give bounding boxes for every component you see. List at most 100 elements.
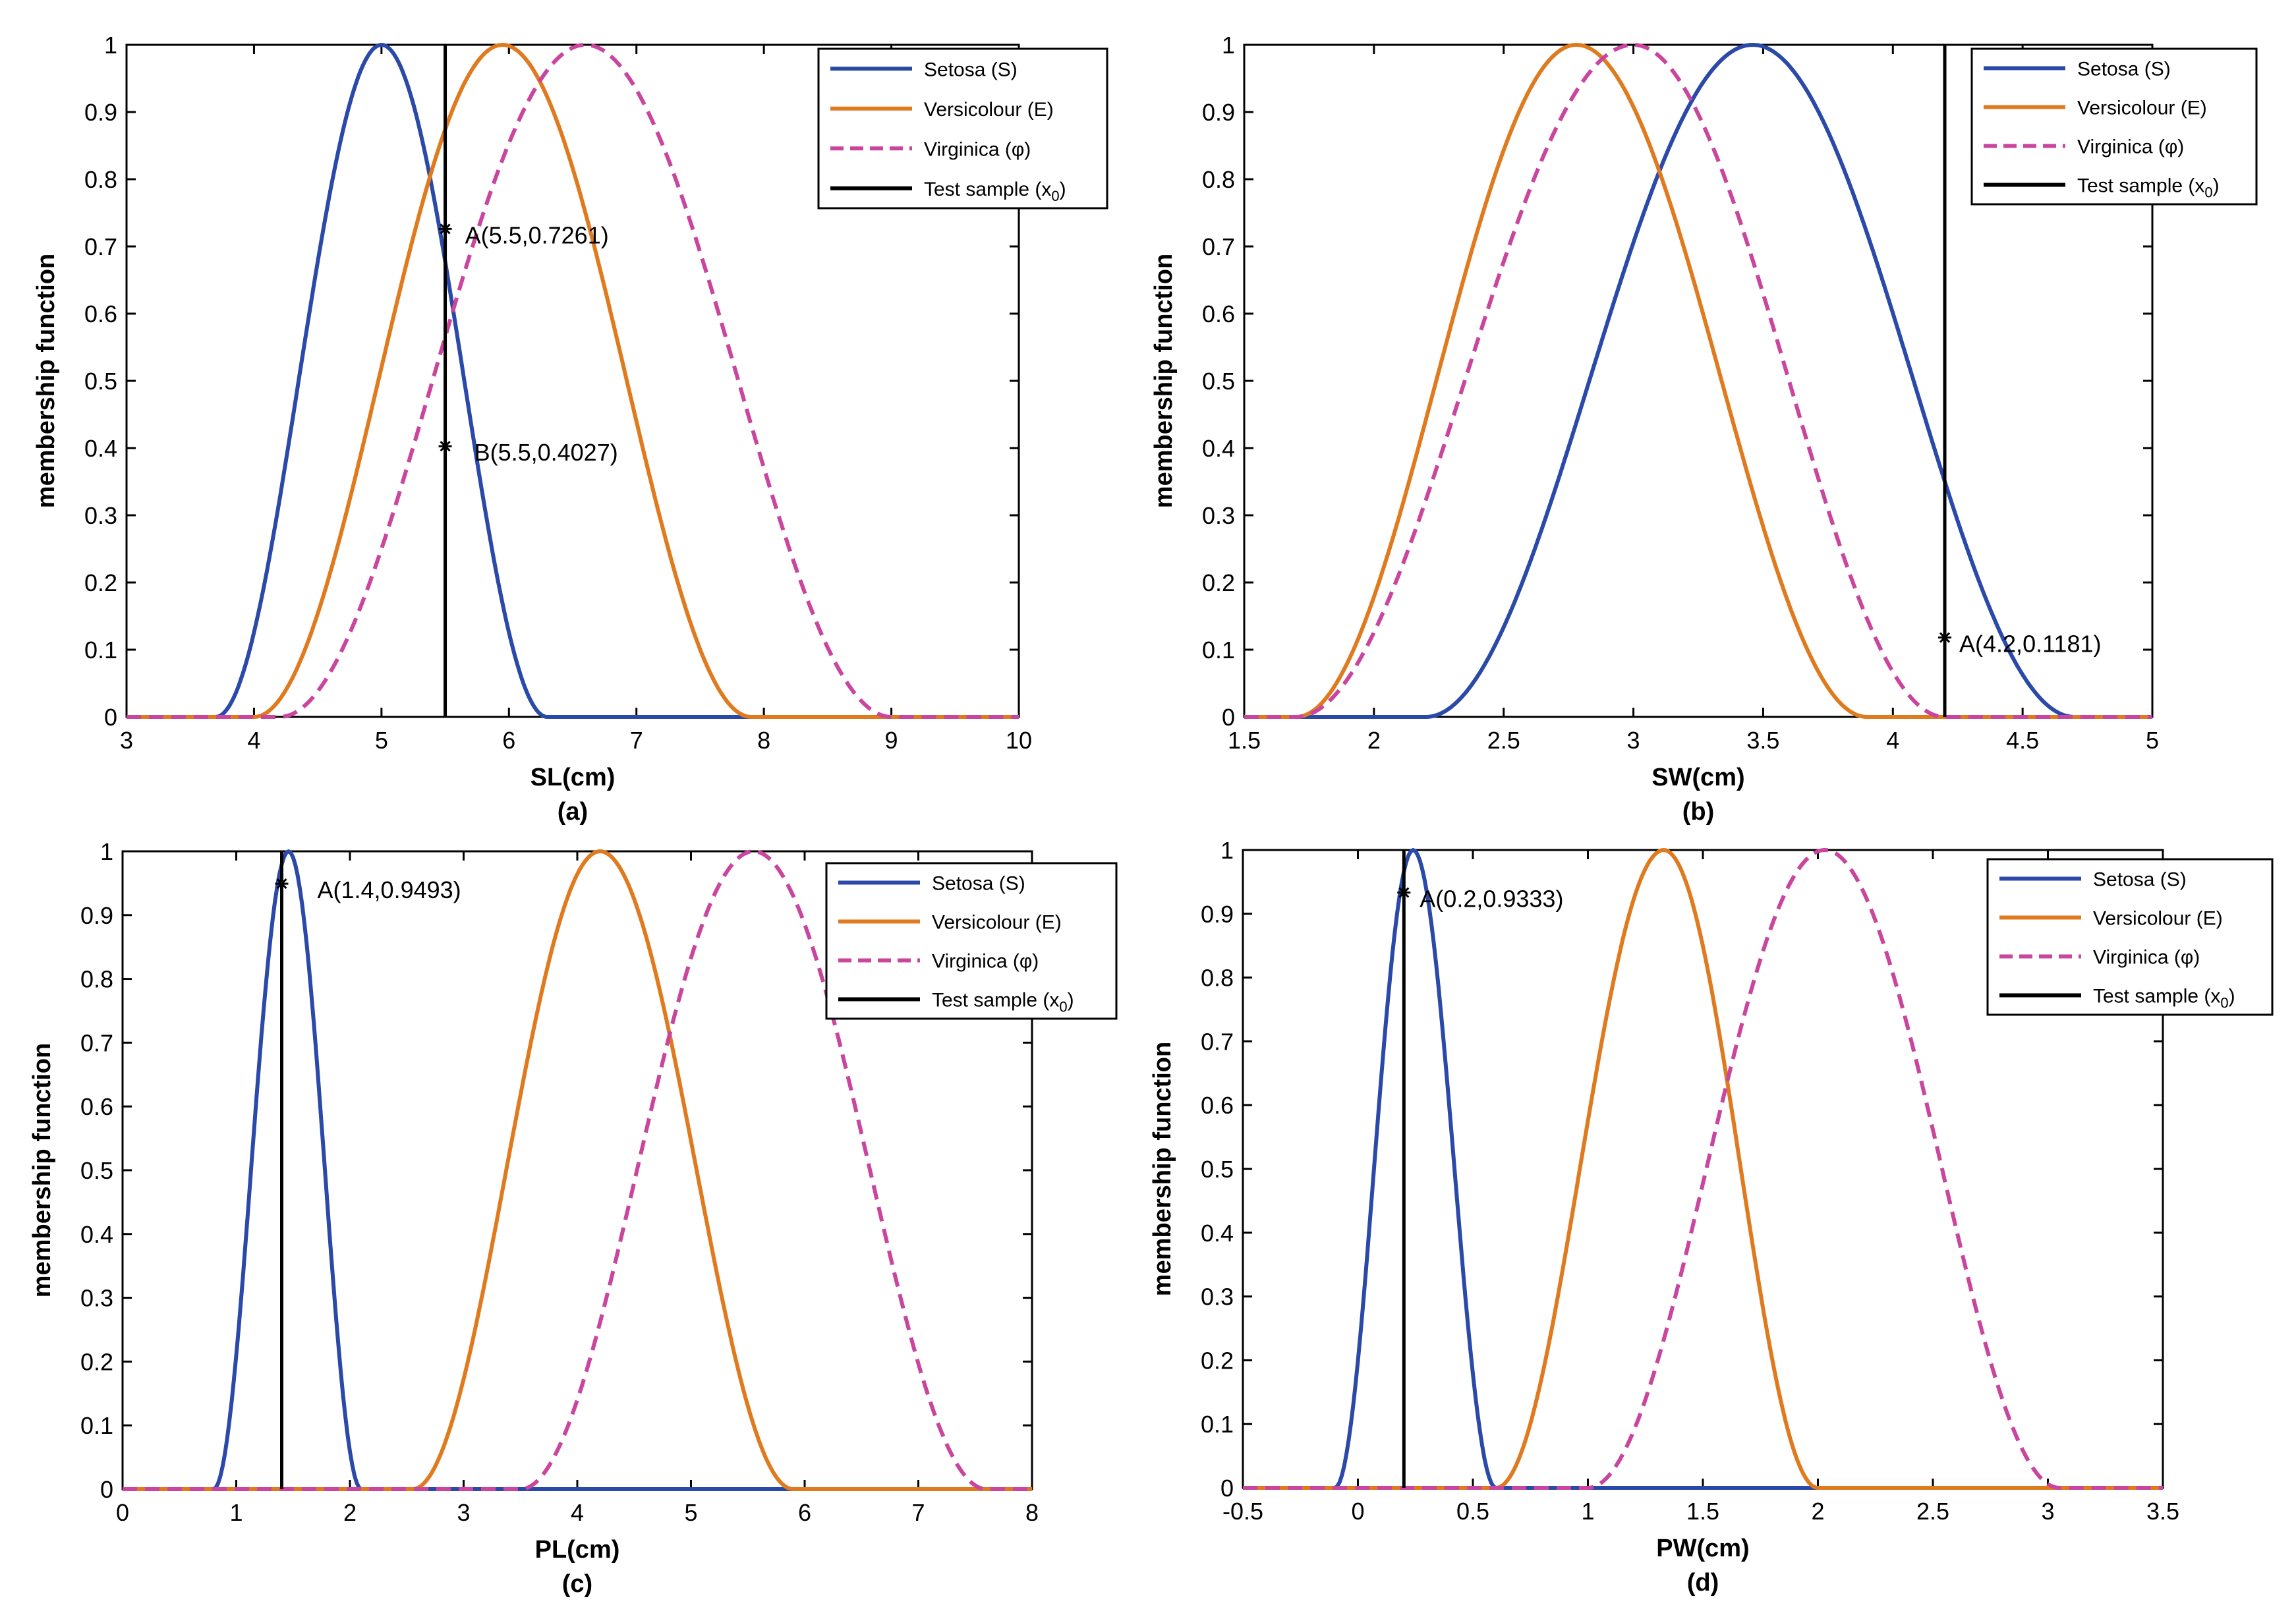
y-tick-label: 0.5 <box>84 368 117 395</box>
annotation-label: B(5.5,0.4027) <box>474 439 618 466</box>
panel-label: (a) <box>558 798 588 826</box>
x-tick-label: 8 <box>1025 1499 1039 1526</box>
chart-panel-b: 1.5 2 2.5 3 3.5 4 4.5 5 0 0.1 0.2 0.3 0.4 0.5 0.6 0.7 0.… <box>1150 32 2258 826</box>
legend-box <box>1970 47 2258 206</box>
y-axis-label: membership function <box>32 254 60 508</box>
y-tick-label: 1 <box>1220 837 1234 864</box>
y-tick-label: 0.9 <box>80 902 113 929</box>
legend: Setosa (S) Versicolour (E) Virginica (φ) Te… <box>1986 858 2274 1016</box>
x-tick-label: 0 <box>116 1499 129 1526</box>
legend-entry-label: Test sample (x0) <box>932 990 1074 1015</box>
chart-panel-d: -0.5 0 0.5 1 1.5 2 2.5 3 3.500.10.20.30.40.50.60… <box>1149 837 2274 1597</box>
x-tick-label: 4 <box>1886 727 1899 754</box>
annotation-marker <box>438 439 452 453</box>
x-axis-label: SL(cm) <box>531 764 616 791</box>
y-tick-label: 0.3 <box>1201 1284 1234 1311</box>
y-tick-label: 0 <box>104 704 117 731</box>
legend: Setosa (S) Versicolour (E) Virginica (φ) Te… <box>817 47 1108 210</box>
y-tick-label: 0.3 <box>84 502 117 529</box>
y-tick-label: 0.8 <box>1202 166 1235 193</box>
legend-box <box>825 862 1118 1020</box>
y-tick-label: 1 <box>100 838 113 865</box>
panel-label: (c) <box>562 1570 592 1598</box>
series-line-virginica <box>1244 43 2152 719</box>
x-tick-label: 1 <box>1581 1498 1594 1525</box>
annotation-marker <box>1397 886 1411 899</box>
y-tick-label: 0.4 <box>1202 435 1235 462</box>
x-tick-label: 5 <box>375 727 388 754</box>
x-tick-label: 3.5 <box>1746 727 1779 754</box>
y-tick-label: 0.1 <box>80 1412 113 1439</box>
x-tick-label: 2.5 <box>1916 1498 1949 1525</box>
legend-box <box>1986 858 2274 1016</box>
panel-label: (b) <box>1682 798 1715 826</box>
y-tick-label: 0.7 <box>1201 1028 1234 1055</box>
y-tick-label: 0.7 <box>80 1029 113 1056</box>
y-tick-label: 0 <box>100 1476 113 1503</box>
y-tick-label: 0.3 <box>80 1285 113 1312</box>
y-tick-label: 0.6 <box>84 300 117 327</box>
x-tick-label: 1.5 <box>1228 727 1261 754</box>
legend-entry-label: Test sample (x0) <box>924 179 1066 204</box>
legend-entry-label: Versicolour (E) <box>924 99 1054 121</box>
legend-entry-label: Test sample (x0) <box>2093 986 2235 1011</box>
y-tick-label: 0.4 <box>80 1221 113 1248</box>
chart-panel-a: 3 4 5 6 7 8 9 10 0 0.1 0.2 0.3 0.4 0.5 0.6 0.7 0.8 0.9 1 SL… <box>32 32 1108 826</box>
x-tick-label: 3 <box>2041 1498 2054 1525</box>
annotation-label: A(5.5,0.7261) <box>465 221 609 248</box>
x-tick-label: 2 <box>343 1499 357 1526</box>
legend-entry-label: Virginica (φ) <box>932 951 1039 973</box>
y-tick-label: 0.6 <box>1202 300 1235 327</box>
x-tick-label: 5 <box>2146 727 2159 754</box>
y-tick-label: 0.5 <box>80 1157 113 1184</box>
legend: Setosa (S) Versicolour (E) Virginica (φ) Te… <box>825 862 1118 1020</box>
y-tick-label: 0.4 <box>84 435 117 462</box>
y-tick-label: 0.4 <box>1201 1220 1234 1247</box>
x-axis-label: SW(cm) <box>1651 764 1744 791</box>
series-line-virginica <box>127 43 1019 719</box>
x-tick-label: 7 <box>630 727 643 754</box>
y-tick-label: 1 <box>104 32 117 59</box>
x-tick-label: 2.5 <box>1487 727 1520 754</box>
legend-entry-label: Versicolour (E) <box>2077 98 2207 119</box>
x-tick-label: 0 <box>1351 1498 1364 1525</box>
x-tick-label: 3.5 <box>2146 1498 2179 1525</box>
legend-entry-label: Versicolour (E) <box>2093 908 2223 930</box>
x-tick-label: 3 <box>120 727 133 754</box>
legend-entry-label: Virginica (φ) <box>2093 947 2200 969</box>
legend: Setosa (S) Versicolour (E) Virginica (φ) Te… <box>1970 47 2258 206</box>
annotation-marker <box>275 877 289 891</box>
x-tick-label: 1.5 <box>1686 1498 1719 1525</box>
series-line-virginica <box>1243 848 2163 1490</box>
x-tick-label: 8 <box>757 727 770 754</box>
x-tick-label: 7 <box>911 1499 925 1526</box>
y-tick-label: 0 <box>1220 1475 1234 1502</box>
y-tick-label: 0.9 <box>1202 99 1235 126</box>
annotation-label: A(0.2,0.9333) <box>1420 886 1563 913</box>
y-tick-label: 0.2 <box>1202 569 1235 596</box>
y-tick-label: 0.5 <box>1201 1156 1234 1183</box>
y-axis-label: membership function <box>1150 254 1178 508</box>
series-line-virginica <box>123 849 1032 1491</box>
y-axis-label: membership function <box>28 1043 56 1297</box>
x-axis-label: PW(cm) <box>1656 1535 1749 1562</box>
y-tick-label: 0.2 <box>84 569 117 596</box>
x-tick-label: 4 <box>247 727 260 754</box>
x-tick-label: 9 <box>885 727 898 754</box>
legend-entry-label: Virginica (φ) <box>2077 136 2184 158</box>
y-tick-label: 0.2 <box>1201 1347 1234 1374</box>
x-tick-label: 2 <box>1367 727 1381 754</box>
y-tick-label: 0.7 <box>84 233 117 260</box>
y-tick-label: 0.8 <box>1201 965 1234 992</box>
y-tick-label: 0.1 <box>1201 1411 1234 1438</box>
x-tick-label: 10 <box>1006 727 1032 754</box>
x-tick-label: 4.5 <box>2006 727 2039 754</box>
y-tick-label: 0.2 <box>80 1348 113 1375</box>
y-tick-label: 0.1 <box>1202 637 1235 664</box>
x-tick-label: 6 <box>502 727 515 754</box>
y-tick-label: 0 <box>1222 704 1235 731</box>
x-tick-label: 4 <box>571 1499 584 1526</box>
x-tick-label: 0.5 <box>1456 1498 1489 1525</box>
y-tick-label: 0.7 <box>1202 233 1235 260</box>
